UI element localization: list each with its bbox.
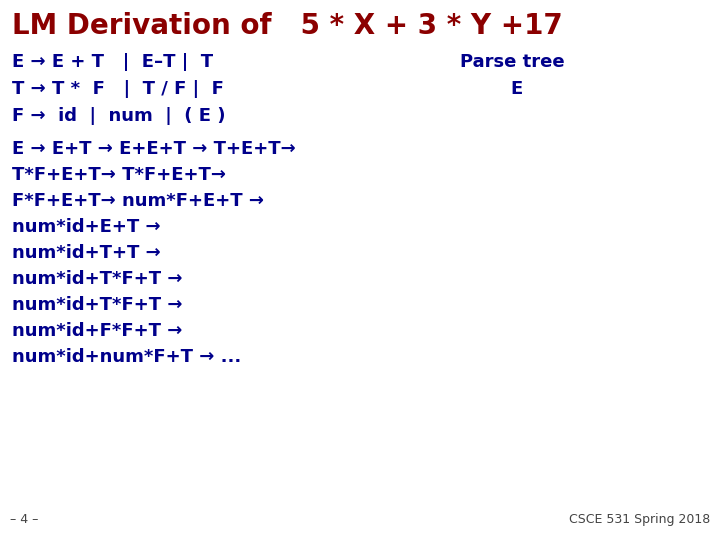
Text: E → E+T → E+E+T → T+E+T→: E → E+T → E+E+T → T+E+T→: [12, 140, 296, 158]
Text: E → E + T   |  E–T |  T: E → E + T | E–T | T: [12, 53, 213, 71]
Text: num*id+num*F+T → ...: num*id+num*F+T → ...: [12, 348, 241, 366]
Text: T → T *  F   |  T / F |  F: T → T * F | T / F | F: [12, 80, 224, 98]
Text: F →  id  |  num  |  ( E ): F → id | num | ( E ): [12, 107, 225, 125]
Text: num*id+E+T →: num*id+E+T →: [12, 218, 161, 236]
Text: F*F+E+T→ num*F+E+T →: F*F+E+T→ num*F+E+T →: [12, 192, 264, 210]
Text: Parse tree: Parse tree: [460, 53, 564, 71]
Text: num*id+T+T →: num*id+T+T →: [12, 244, 161, 262]
Text: T*F+E+T→ T*F+E+T→: T*F+E+T→ T*F+E+T→: [12, 166, 226, 184]
Text: num*id+T*F+T →: num*id+T*F+T →: [12, 270, 182, 288]
Text: num*id+F*F+T →: num*id+F*F+T →: [12, 322, 182, 340]
Text: – 4 –: – 4 –: [10, 513, 38, 526]
Text: num*id+T*F+T →: num*id+T*F+T →: [12, 296, 182, 314]
Text: CSCE 531 Spring 2018: CSCE 531 Spring 2018: [569, 513, 710, 526]
Text: LM Derivation of   5 * X + 3 * Y +17: LM Derivation of 5 * X + 3 * Y +17: [12, 12, 563, 40]
Text: E: E: [510, 80, 522, 98]
